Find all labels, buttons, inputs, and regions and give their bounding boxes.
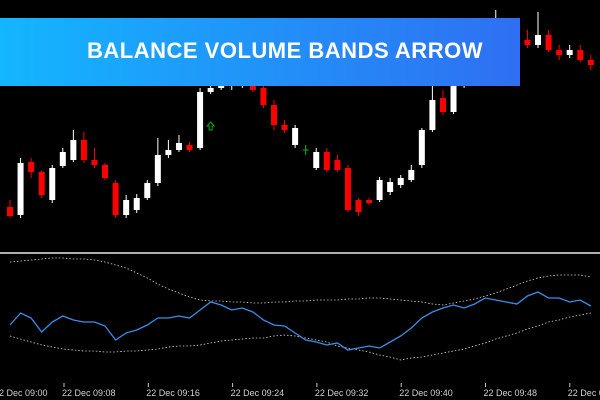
candle-body xyxy=(397,178,404,185)
candle-body xyxy=(535,35,541,45)
candle-body xyxy=(344,168,351,210)
candle-body xyxy=(566,50,573,55)
candle-body xyxy=(17,163,24,215)
x-tick-label: 22 Dec 09:48 xyxy=(484,388,538,398)
x-tick-label: 22 Dec 09:56 xyxy=(568,388,600,398)
title-banner xyxy=(0,18,520,86)
candle-body xyxy=(556,50,563,55)
candle-body xyxy=(323,152,330,170)
x-tick-label: 22 Dec 09:32 xyxy=(315,388,369,398)
candle-body xyxy=(249,85,256,90)
candle-body xyxy=(144,183,151,198)
indicator-line xyxy=(9,291,592,351)
indicator-line xyxy=(9,257,591,306)
candle-body xyxy=(524,40,531,45)
candle-body xyxy=(197,92,204,148)
candle-body xyxy=(186,145,193,150)
x-tick-label: 22 Dec 09:40 xyxy=(399,388,453,398)
candle-body xyxy=(38,172,45,195)
candle-body xyxy=(366,200,373,203)
candle-body xyxy=(28,162,35,172)
candle-body xyxy=(260,88,267,105)
candle-body xyxy=(175,143,182,150)
candle-body xyxy=(313,152,320,168)
candle-body xyxy=(334,160,341,170)
candle-body xyxy=(418,130,425,165)
candle-body xyxy=(123,200,130,215)
candle-body xyxy=(154,155,161,183)
candle-body xyxy=(587,60,594,65)
candle-body xyxy=(439,98,446,112)
candle-body xyxy=(292,128,299,145)
candle-body xyxy=(59,152,66,166)
candle-body xyxy=(112,183,119,215)
candle-body xyxy=(376,180,383,200)
candle-body xyxy=(49,168,56,200)
title: BALANCE VOLUME BANDS ARROW xyxy=(87,38,483,63)
x-tick-label: 22 Dec 09:08 xyxy=(62,388,116,398)
signal-arrow xyxy=(206,121,216,131)
candle-body xyxy=(218,86,225,88)
candle-body xyxy=(545,35,552,50)
x-tick-label: 22 Dec 09:16 xyxy=(146,388,200,398)
x-tick-label: 22 Dec 09:00 xyxy=(0,388,48,398)
candle-body xyxy=(80,140,87,160)
candle-body xyxy=(429,100,436,130)
candle-body xyxy=(271,105,277,125)
candle-body xyxy=(450,85,457,112)
price-panel xyxy=(7,10,594,218)
candle-body xyxy=(281,125,288,130)
candle-body xyxy=(91,160,98,165)
candle-body xyxy=(70,140,77,160)
candle-body xyxy=(355,200,362,212)
indicator-line xyxy=(9,312,591,361)
candle-body xyxy=(387,182,394,192)
candle-body xyxy=(7,207,13,216)
candle-body xyxy=(165,150,172,155)
candle-body xyxy=(408,170,415,180)
candle-body xyxy=(577,50,584,60)
x-tick-label: 22 Dec 09:24 xyxy=(231,388,285,398)
indicator-panel: 22 Dec 09:00 22 Dec 09:08 22 Dec 09:16 22 D… xyxy=(0,257,600,398)
candle-body xyxy=(207,88,214,92)
candle-body xyxy=(102,165,109,178)
candle-body xyxy=(133,198,140,210)
